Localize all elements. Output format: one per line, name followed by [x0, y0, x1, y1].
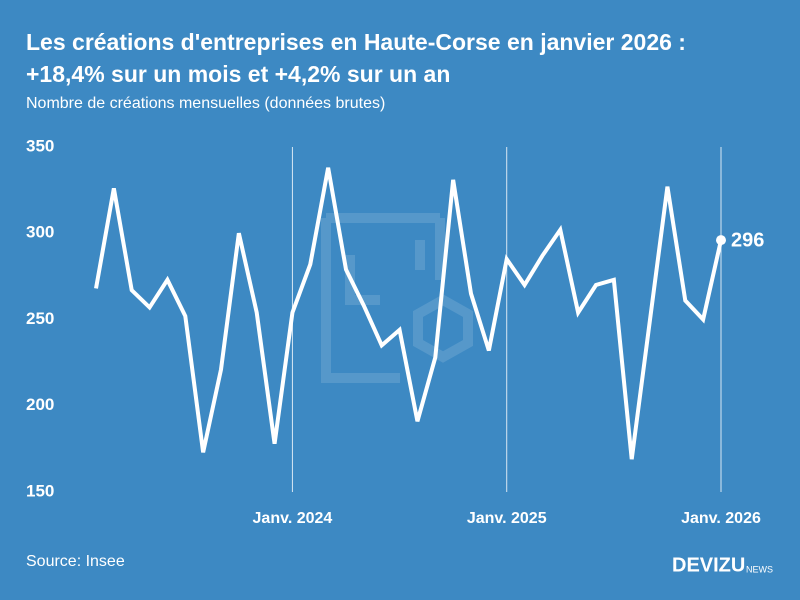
x-tick-label: Janv. 2024 — [253, 510, 333, 527]
last-point — [716, 235, 726, 246]
y-tick-label: 250 — [26, 309, 54, 328]
y-tick-label: 350 — [26, 136, 54, 155]
brand: DEVIZU — [672, 554, 745, 576]
y-tick-label: 300 — [26, 223, 54, 242]
chart-subtitle: Nombre de créations mensuelles (données … — [26, 95, 385, 112]
brand-suffix: NEWS — [746, 564, 773, 574]
data-line — [94, 167, 723, 460]
source: Source: Insee — [26, 553, 125, 570]
chart-title: +18,4% sur un mois et +4,2% sur un an — [26, 61, 450, 87]
watermark — [321, 213, 473, 383]
value-label: 296 — [731, 229, 764, 251]
x-tick-label: Janv. 2025 — [467, 510, 547, 527]
x-tick-label: Janv. 2026 — [681, 510, 761, 527]
y-tick-label: 150 — [26, 481, 54, 500]
chart-title: Les créations d'entreprises en Haute-Cor… — [26, 29, 686, 55]
y-tick-label: 200 — [26, 395, 54, 414]
